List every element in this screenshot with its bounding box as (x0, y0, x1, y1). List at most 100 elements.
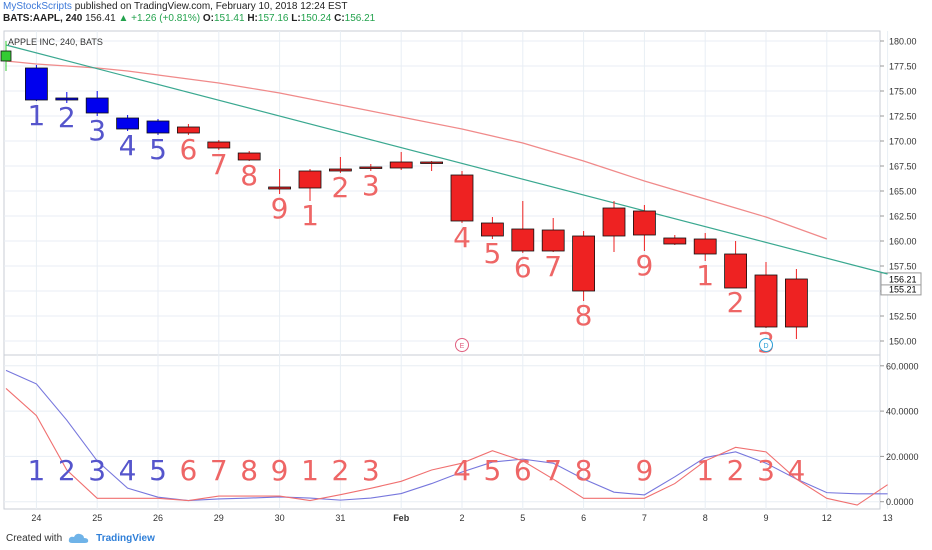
low-value: 150.24 (300, 13, 332, 24)
candle-body[interactable] (0, 50, 12, 62)
setup-count-label: 9 (271, 192, 289, 225)
x-tick-label: 30 (275, 513, 285, 523)
y-tick-label: 177.50 (889, 62, 917, 72)
x-tick-label: 13 (883, 513, 893, 523)
candle-body[interactable] (602, 207, 626, 237)
tradingview-cloud-icon (68, 533, 89, 543)
oscillator-count-label: 2 (727, 454, 745, 487)
setup-count-label: 8 (575, 299, 593, 332)
setup-count-label: 5 (149, 133, 167, 166)
x-tick-label: 12 (822, 513, 832, 523)
moving-average-line (5, 60, 828, 240)
last-price-marker-box (880, 272, 922, 286)
y-tick-label: 165.00 (889, 187, 917, 197)
x-tick-label: 24 (31, 513, 41, 523)
candle-body[interactable] (572, 235, 595, 292)
candle-body[interactable] (24, 67, 48, 101)
close-label: C: (334, 13, 345, 24)
setup-count-label: 7 (544, 250, 562, 283)
candle-body[interactable] (724, 253, 747, 289)
x-tick-label: 29 (214, 513, 224, 523)
candle-body[interactable] (480, 222, 504, 237)
candle-body[interactable] (359, 166, 383, 169)
last-price-marker-label: 156.21 (889, 274, 917, 284)
price-change: +1.26 (+0.81%) (131, 13, 201, 24)
candle-body[interactable] (420, 161, 444, 164)
oscillator-count-label: 4 (119, 454, 137, 487)
oscillator-count-label: 3 (88, 454, 106, 487)
y-tick-label: 170.00 (889, 137, 917, 147)
event-marker[interactable] (455, 338, 469, 352)
candle-body[interactable] (633, 210, 656, 236)
candle-body[interactable] (389, 161, 413, 169)
oscillator-count-label: 1 (301, 454, 319, 487)
candle-body[interactable] (237, 152, 261, 161)
trendline[interactable] (5, 44, 888, 275)
event-marker[interactable] (759, 338, 773, 352)
oscillator-count-label: 8 (240, 454, 258, 487)
candle-body[interactable] (693, 238, 717, 255)
oscillator-count-label: 6 (514, 454, 532, 487)
event-marker-label: D (763, 343, 768, 350)
x-tick-label: 25 (92, 513, 102, 523)
author-link[interactable]: MyStockScripts (3, 1, 72, 12)
oscillator-count-label: 7 (544, 454, 562, 487)
osc-y-tick-label: 20.0000 (886, 452, 919, 462)
setup-count-label: 7 (210, 148, 228, 181)
x-tick-label: 7 (642, 513, 647, 523)
up-arrow-icon: ▲ (118, 13, 129, 24)
setup-count-label: 4 (453, 221, 471, 254)
x-tick-label: 5 (520, 513, 525, 523)
oscillator-count-label: 3 (362, 454, 380, 487)
oscillator-count-label: 9 (635, 454, 653, 487)
setup-count-label: 2 (727, 286, 745, 319)
osc-y-tick-label: 60.0000 (886, 361, 919, 371)
y-tick-label: 172.50 (889, 112, 917, 122)
x-tick-label: 31 (335, 513, 345, 523)
oscillator-count-label: 8 (575, 454, 593, 487)
candle-body[interactable] (207, 141, 231, 149)
oscillator-blue-line (5, 369, 888, 502)
setup-count-label: 1 (301, 199, 319, 232)
x-tick-label: 8 (703, 513, 708, 523)
price-pane[interactable] (3, 30, 881, 356)
oscillator-count-label: 6 (179, 454, 197, 487)
chart-canvas[interactable]: 24 25 26 29 30 31 Feb 2 5 6 7 8 9 12 13180.00177.50175… (0, 0, 932, 530)
candle-body[interactable] (298, 170, 322, 189)
setup-count-label: 4 (119, 129, 137, 162)
oscillator-pane[interactable] (3, 354, 881, 510)
candle-body[interactable] (328, 168, 352, 172)
candle-body[interactable] (176, 126, 200, 134)
event-marker-label: E (460, 343, 465, 350)
candle-body[interactable] (541, 229, 565, 252)
candle-body[interactable] (511, 228, 535, 252)
oscillator-count-label: 2 (58, 454, 76, 487)
oscillator-red-line (5, 388, 888, 506)
oscillator-count-label: 3 (757, 454, 775, 487)
candle-body[interactable] (663, 237, 687, 245)
oscillator-count-label: 5 (483, 454, 501, 487)
setup-count-label: 6 (514, 251, 532, 284)
y-tick-label: 150.00 (889, 337, 917, 347)
close-value: 156.21 (344, 13, 376, 24)
tradingview-logo[interactable]: TradingView (96, 532, 155, 544)
oscillator-count-label: 1 (696, 454, 714, 487)
y-tick-label: 157.50 (889, 262, 917, 272)
candle-body[interactable] (268, 186, 292, 190)
candle-body[interactable] (785, 278, 808, 328)
y-tick-label: 152.50 (889, 312, 917, 322)
oscillator-count-label: 4 (787, 454, 805, 487)
candle-body[interactable] (450, 174, 474, 222)
y-tick-label: 160.00 (889, 237, 917, 247)
setup-count-label: 6 (179, 133, 197, 166)
created-with-label: Created with (6, 532, 63, 544)
setup-count-label: 1 (696, 259, 714, 292)
candle-body[interactable] (146, 120, 170, 134)
candle-body[interactable] (85, 97, 109, 114)
candle-body[interactable] (754, 274, 778, 328)
candle-body[interactable] (116, 117, 139, 130)
candle-body[interactable] (55, 97, 79, 101)
open-value: 151.41 (213, 13, 245, 24)
oscillator-count-label: 7 (210, 454, 228, 487)
osc-y-tick-label: 0.0000 (886, 497, 914, 507)
